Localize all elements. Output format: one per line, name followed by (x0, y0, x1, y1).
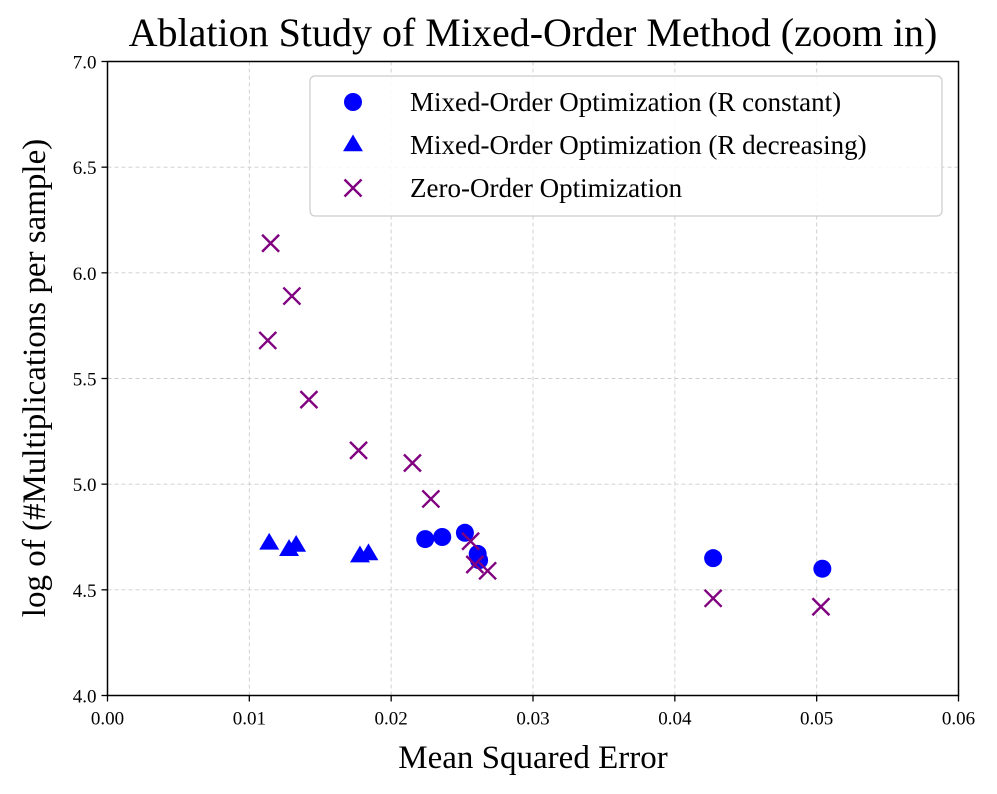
x-point (403, 453, 422, 473)
data-points (258, 233, 832, 617)
x-tick-label: 0.02 (375, 709, 408, 730)
x-point (258, 331, 278, 350)
triangle-point (358, 543, 379, 561)
y-tick-label: 4.0 (73, 687, 97, 708)
x-point (421, 489, 441, 509)
x-tick-label: 0.06 (942, 709, 975, 730)
x-tick-label: 0.01 (233, 709, 266, 730)
y-tick-label: 6.0 (73, 264, 97, 285)
x-point (465, 555, 485, 574)
legend-label: Mixed-Order Optimization (R constant) (410, 87, 841, 117)
y-tick-label: 4.5 (73, 581, 97, 602)
circle-point (813, 559, 832, 578)
legend-box (309, 75, 943, 217)
x-point (811, 597, 831, 617)
axis-ticks: 0.00 0.01 0.02 0.03 0.04 0.05 0.06 4.0 4.5 5.0 5.5… (73, 53, 975, 730)
plot-frame (106, 60, 960, 697)
legend-label: Zero-Order Optimization (410, 173, 683, 203)
legend-triangle-icon (343, 134, 363, 152)
y-tick-label: 5.0 (73, 475, 97, 496)
circle-point (704, 549, 723, 568)
series-x (258, 233, 831, 617)
x-point (478, 561, 497, 581)
circle-point (455, 523, 474, 542)
x-tick-label: 0.00 (91, 709, 124, 730)
legend-x-icon (343, 178, 363, 198)
circle-point (433, 528, 452, 546)
legend: Mixed-Order Optimization (R constant) Mix… (309, 75, 943, 217)
circle-point (416, 530, 435, 549)
x-point (461, 531, 480, 551)
x-tick-label: 0.05 (800, 709, 833, 730)
x-tick-label: 0.03 (516, 709, 549, 730)
series-triangle (259, 532, 379, 563)
y-axis-label: log of (#Multiplications per sample) (17, 139, 53, 617)
x-tick-label: 0.04 (658, 709, 692, 730)
legend-label: Mixed-Order Optimization (R decreasing) (410, 130, 867, 160)
y-tick-label: 7.0 (73, 53, 97, 74)
x-point (282, 286, 302, 306)
legend-circle-icon (344, 93, 362, 111)
x-point (299, 390, 319, 409)
triangle-point (259, 532, 280, 550)
triangle-point (286, 534, 307, 552)
y-tick-label: 5.5 (73, 370, 97, 391)
x-axis-label: Mean Squared Error (398, 740, 667, 776)
y-tick-label: 6.5 (73, 158, 97, 179)
chart-title: Ablation Study of Mixed-Order Method (zo… (129, 10, 938, 55)
x-point (703, 588, 723, 608)
x-point (261, 233, 280, 253)
x-point (349, 441, 368, 460)
